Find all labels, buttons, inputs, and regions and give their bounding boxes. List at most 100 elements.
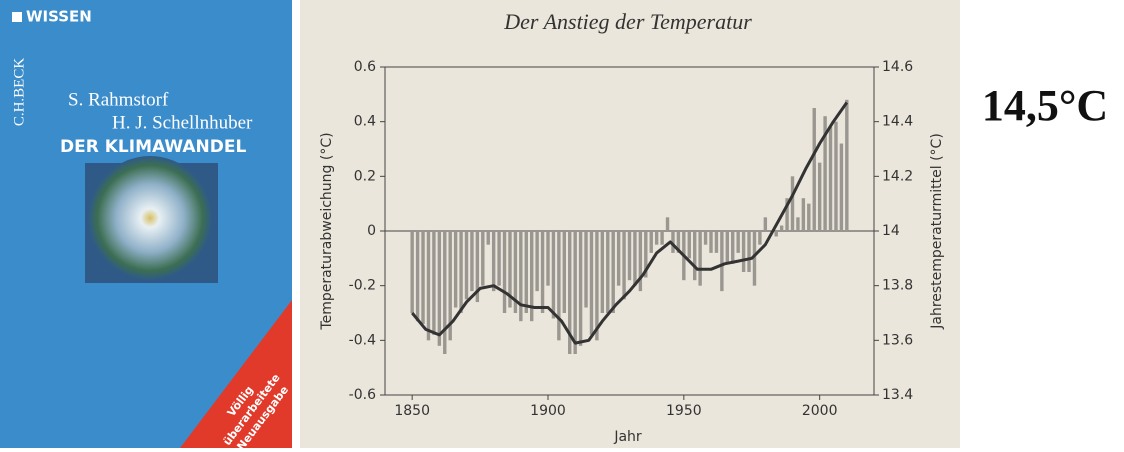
bar <box>747 231 751 272</box>
bar <box>513 231 518 313</box>
bar <box>600 231 605 313</box>
y2-tick-label: 13.4 <box>882 387 913 403</box>
bar <box>415 231 420 322</box>
y-tick-label: 0 <box>367 223 376 239</box>
author: S. Rahmstorf <box>68 89 169 110</box>
y2-axis-label: Jahrestemperaturmittel (°C) <box>929 133 945 330</box>
bar <box>627 231 632 281</box>
bar <box>834 121 838 231</box>
y2-tick-label: 14 <box>882 223 900 239</box>
bar <box>616 231 621 286</box>
y2-tick-label: 14.2 <box>882 168 913 184</box>
bar <box>481 231 485 286</box>
bar <box>606 231 610 313</box>
y-tick-label: 0.4 <box>354 114 376 130</box>
bar <box>622 231 626 300</box>
bar <box>665 217 670 231</box>
temperature-label: 14,5°C <box>982 81 1108 130</box>
bar <box>671 231 675 253</box>
logo-mark <box>12 12 22 22</box>
x-tick-label: 2000 <box>802 403 838 419</box>
bar <box>530 231 534 322</box>
bar <box>638 231 643 292</box>
bar <box>790 176 795 231</box>
bar <box>812 108 816 231</box>
bar <box>453 231 458 308</box>
bar <box>660 231 664 245</box>
bar <box>654 231 659 245</box>
y-tick-label: 0.6 <box>354 59 376 75</box>
x-tick-label: 1900 <box>530 403 566 419</box>
bar <box>698 231 702 286</box>
x-tick-label: 1950 <box>666 403 702 419</box>
bar <box>459 231 463 313</box>
bar <box>584 231 588 308</box>
bar <box>714 231 719 253</box>
bar <box>562 231 566 313</box>
bar <box>763 217 768 231</box>
bar <box>421 231 425 324</box>
bar <box>731 231 735 264</box>
bar <box>508 231 512 308</box>
y2-tick-label: 14.6 <box>882 59 913 75</box>
y2-tick-label: 14.4 <box>882 114 913 130</box>
y-tick-label: -0.6 <box>349 387 376 403</box>
bar <box>437 231 442 346</box>
bar <box>611 231 615 313</box>
bar <box>486 231 490 245</box>
bar <box>758 231 762 245</box>
bar <box>464 231 469 300</box>
bar <box>839 143 844 231</box>
badge-corner <box>180 300 292 448</box>
bar <box>693 231 697 281</box>
bar <box>779 225 784 231</box>
cyclone <box>88 156 212 280</box>
bar <box>736 231 740 253</box>
book-title: DER KLIMAWANDEL <box>60 137 246 157</box>
y-axis-label: Temperaturabweichung (°C) <box>319 132 335 330</box>
bar <box>502 231 507 313</box>
bar <box>633 231 637 286</box>
bar <box>551 231 556 319</box>
series-name: WISSEN <box>26 8 92 26</box>
bar <box>644 231 648 278</box>
bar <box>720 231 724 292</box>
bar <box>426 231 431 341</box>
bar <box>845 99 849 231</box>
y2-tick-label: 13.6 <box>882 332 913 348</box>
chart-panel <box>300 0 960 448</box>
bar <box>491 231 496 292</box>
bar <box>725 231 729 264</box>
bar <box>828 127 833 231</box>
plot: 0.6 0.4 0.2 0 -0.2 -0.4 -0.6 14.6 14.4 14.2 14 13.8… <box>349 59 914 419</box>
y2-tick-label: 13.8 <box>882 278 913 294</box>
bar <box>752 231 757 286</box>
bar <box>432 231 436 335</box>
bar <box>410 231 414 313</box>
bar <box>823 116 827 231</box>
bar <box>807 203 811 231</box>
x-axis-label: Jahr <box>613 429 642 445</box>
trend-line <box>411 101 849 345</box>
bar <box>785 198 789 231</box>
bar <box>557 231 561 341</box>
bar <box>535 231 539 292</box>
bar <box>687 231 691 259</box>
chart-title: Der Anstieg der Temperatur <box>503 9 752 34</box>
bar <box>443 231 447 354</box>
y-tick-label: 0.2 <box>354 168 376 184</box>
bar <box>589 231 594 335</box>
bar <box>649 231 653 253</box>
bar <box>497 231 501 286</box>
bar <box>470 231 474 292</box>
bar <box>595 231 599 341</box>
author: H. J. Schellnhuber <box>112 112 253 133</box>
bar <box>524 231 528 313</box>
bar <box>741 231 746 272</box>
bar <box>709 231 713 253</box>
bar <box>519 231 523 322</box>
bar <box>540 231 545 313</box>
bar <box>568 231 572 354</box>
bar <box>801 198 806 231</box>
